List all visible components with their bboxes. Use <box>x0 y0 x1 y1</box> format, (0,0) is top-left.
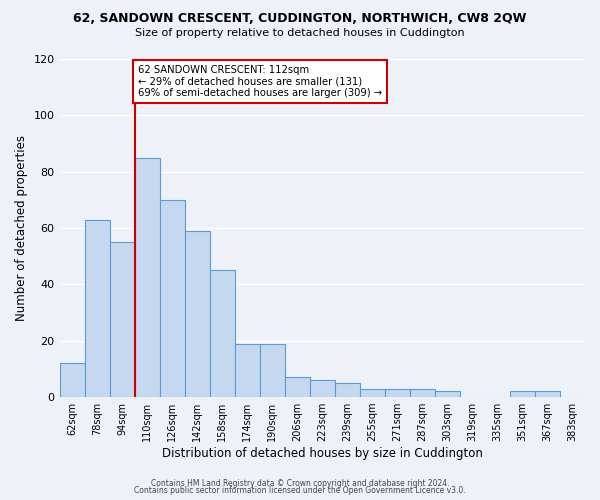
Text: Contains HM Land Registry data © Crown copyright and database right 2024.: Contains HM Land Registry data © Crown c… <box>151 478 449 488</box>
Bar <box>335 383 360 397</box>
Text: Contains public sector information licensed under the Open Government Licence v3: Contains public sector information licen… <box>134 486 466 495</box>
Text: 62 SANDOWN CRESCENT: 112sqm
← 29% of detached houses are smaller (131)
69% of se: 62 SANDOWN CRESCENT: 112sqm ← 29% of det… <box>139 64 382 98</box>
Bar <box>59 364 85 397</box>
Bar <box>209 270 235 397</box>
Bar <box>160 200 185 397</box>
Bar <box>185 231 209 397</box>
Bar <box>410 388 435 397</box>
X-axis label: Distribution of detached houses by size in Cuddington: Distribution of detached houses by size … <box>162 447 483 460</box>
Text: 62, SANDOWN CRESCENT, CUDDINGTON, NORTHWICH, CW8 2QW: 62, SANDOWN CRESCENT, CUDDINGTON, NORTHW… <box>73 12 527 26</box>
Bar <box>435 392 460 397</box>
Bar <box>535 392 560 397</box>
Bar <box>85 220 110 397</box>
Bar <box>110 242 134 397</box>
Bar <box>510 392 535 397</box>
Y-axis label: Number of detached properties: Number of detached properties <box>15 135 28 321</box>
Text: Size of property relative to detached houses in Cuddington: Size of property relative to detached ho… <box>135 28 465 38</box>
Bar <box>260 344 285 397</box>
Bar <box>385 388 410 397</box>
Bar <box>360 388 385 397</box>
Bar <box>134 158 160 397</box>
Bar <box>285 378 310 397</box>
Bar <box>235 344 260 397</box>
Bar <box>310 380 335 397</box>
